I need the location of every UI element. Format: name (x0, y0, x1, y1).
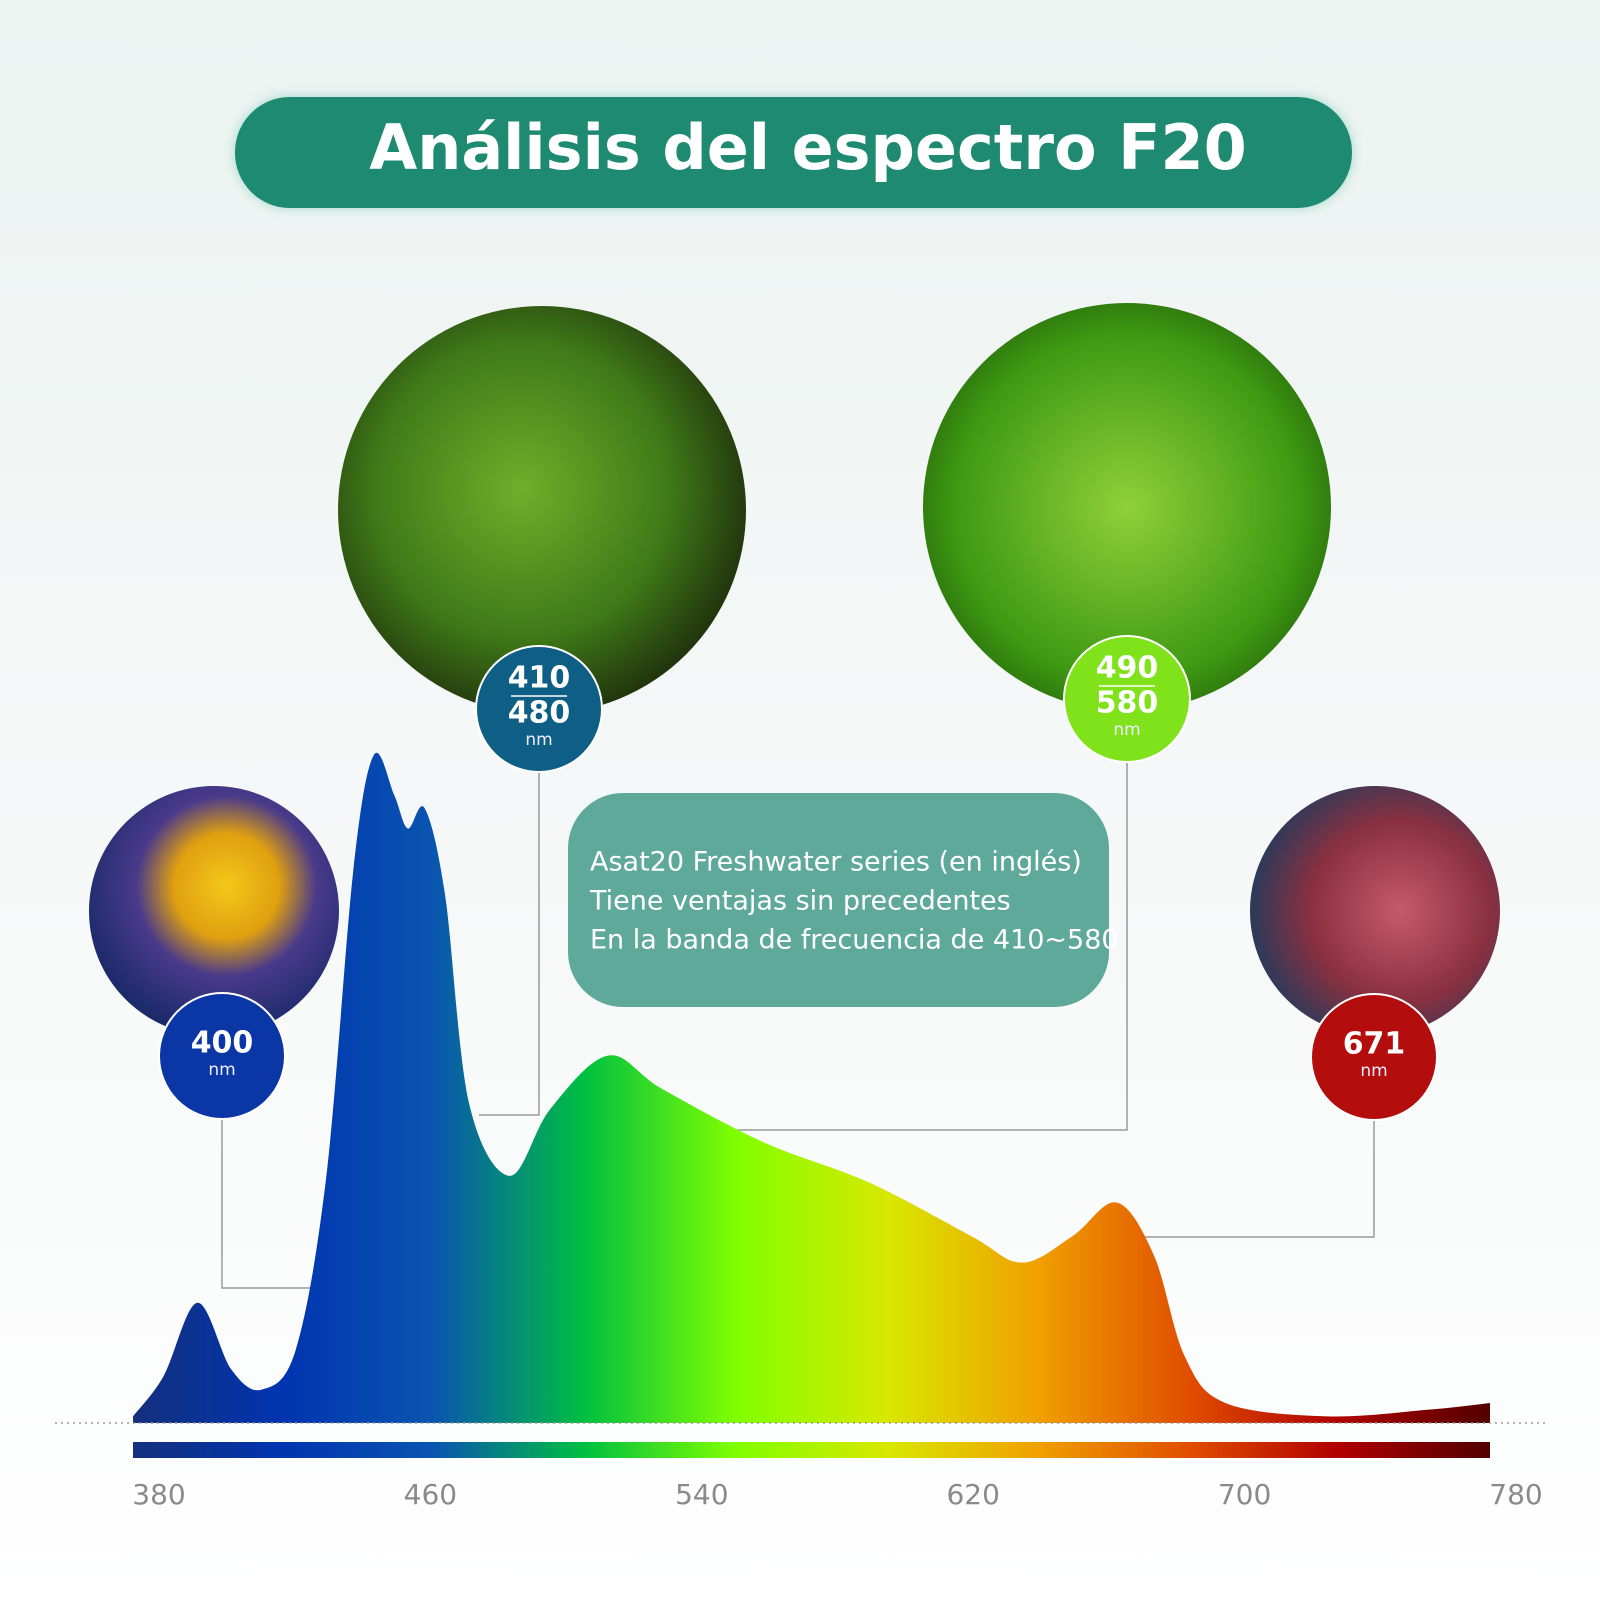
x-tick-label: 780 (1489, 1478, 1542, 1511)
badge-value: 580 (1096, 686, 1159, 721)
badge-value: 490 (1096, 651, 1159, 686)
x-tick-label: 460 (404, 1478, 457, 1511)
badge-unit: nm (1113, 720, 1140, 740)
badge-value: 400 (191, 1026, 254, 1061)
badge-value: 671 (1343, 1027, 1406, 1062)
fish-plant-photo (923, 303, 1331, 711)
leader-line (1142, 1090, 1375, 1238)
spectrum-area (133, 752, 1490, 1423)
x-tick-label: 380 (132, 1478, 185, 1511)
plant-photo (338, 306, 746, 714)
leader-lines (221, 730, 1375, 1289)
x-tick-label: 540 (675, 1478, 728, 1511)
wavelength-badge (1063, 635, 1191, 763)
note-line: Asat20 Freshwater series (en inglés) (590, 847, 1082, 878)
leader-line (719, 730, 1128, 1131)
wavelength-badge (475, 645, 603, 773)
butterflyfish-photo (89, 786, 339, 1036)
wavelength-badge (1310, 993, 1438, 1121)
note-line: Tiene ventajas sin precedentes (589, 886, 1011, 917)
leader-line (221, 1090, 311, 1289)
wavelength-badge (158, 992, 286, 1120)
badge-value: 410 (508, 661, 571, 696)
note-box (568, 793, 1109, 1007)
spectrum-chart: 380 460 540 620 700 780 (55, 752, 1545, 1511)
note-line: En la banda de frecuencia de 410~580 (590, 925, 1119, 956)
red-algae-photo (1250, 786, 1500, 1036)
title-pill (235, 97, 1352, 208)
badge-unit: nm (525, 730, 552, 750)
leader-line (479, 740, 540, 1116)
title: Análisis del espectro F20 (369, 111, 1247, 184)
wavelength-bar (133, 1442, 1490, 1458)
x-tick-label: 620 (946, 1478, 999, 1511)
x-tick-label: 700 (1218, 1478, 1271, 1511)
badge-value: 480 (508, 696, 571, 731)
badge-unit: nm (208, 1060, 235, 1080)
badge-unit: nm (1360, 1061, 1387, 1081)
